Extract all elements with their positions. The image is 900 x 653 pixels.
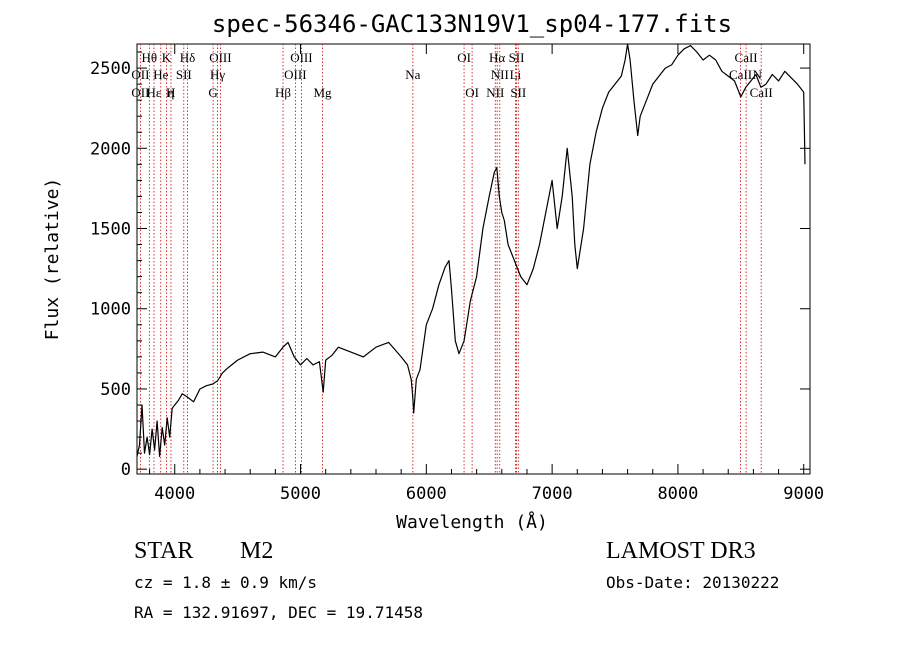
line-label: NII	[491, 67, 509, 82]
y-tick-label: 0	[121, 460, 131, 480]
line-label: H	[166, 85, 175, 100]
line-label: Na	[405, 67, 420, 82]
line-label: G	[208, 85, 217, 100]
line-label: CaII	[735, 50, 758, 65]
y-tick-label: 1500	[90, 220, 131, 240]
y-tick-label: 500	[100, 380, 131, 400]
line-label: OIII	[284, 67, 306, 82]
object-class: STAR	[134, 538, 194, 564]
line-label: Hγ	[210, 67, 225, 82]
line-label: Hβ	[275, 85, 291, 100]
coordinates: RA = 132.91697, DEC = 19.71458	[134, 603, 423, 622]
line-label: OIII	[290, 50, 312, 65]
line-label: OII	[131, 85, 149, 100]
y-tick-label: 2500	[90, 59, 131, 79]
line-label: OI	[465, 85, 479, 100]
line-label: Mg	[314, 85, 333, 100]
line-label: OII	[131, 67, 149, 82]
line-label: Hθ	[142, 50, 158, 65]
line-label: SII	[176, 67, 192, 82]
line-label: OIII	[209, 50, 231, 65]
redshift-text: cz = 1.8 ± 0.9 km/s	[134, 573, 318, 592]
object-subclass: M2	[240, 538, 274, 564]
line-label: He	[153, 67, 168, 82]
line-label: Li	[510, 67, 522, 82]
line-label: Hα	[489, 50, 505, 65]
line-label: SII	[509, 50, 525, 65]
x-tick-label: 6000	[406, 484, 447, 504]
line-label: K	[162, 50, 172, 65]
line-label: η	[168, 85, 175, 100]
x-axis-label: Wavelength (Å)	[396, 511, 548, 533]
x-tick-label: 4000	[154, 484, 195, 504]
x-tick-label: 5000	[280, 484, 321, 504]
x-tick-label: 9000	[783, 484, 824, 504]
chart-title: spec-56346-GAC133N19V1_sp04-177.fits	[212, 10, 732, 38]
plot-frame	[136, 43, 811, 475]
line-label: N	[752, 67, 762, 82]
line-label: OI	[457, 50, 471, 65]
x-tick-label: 8000	[657, 484, 698, 504]
y-axis-label: Flux (relative)	[42, 178, 63, 341]
obs-date: Obs-Date: 20130222	[606, 573, 780, 592]
x-tick-label: 7000	[532, 484, 573, 504]
line-label: SII	[510, 85, 526, 100]
line-label: Hε	[147, 85, 162, 100]
spectrum-line	[136, 43, 806, 457]
y-tick-label: 1000	[90, 300, 131, 320]
line-label: CaII	[750, 85, 773, 100]
y-tick-label: 2000	[90, 139, 131, 159]
survey-name: LAMOST DR3	[606, 538, 756, 564]
line-label: Hδ	[180, 50, 196, 65]
line-label: NII	[486, 85, 504, 100]
line-label: CaII	[729, 67, 752, 82]
